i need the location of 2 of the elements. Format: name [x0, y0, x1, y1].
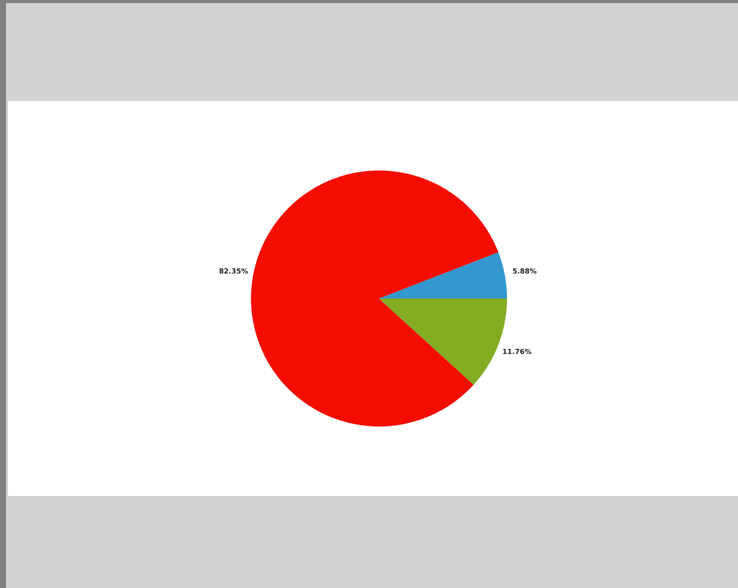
pie-slice	[251, 170, 498, 426]
pie-slice	[379, 252, 507, 298]
